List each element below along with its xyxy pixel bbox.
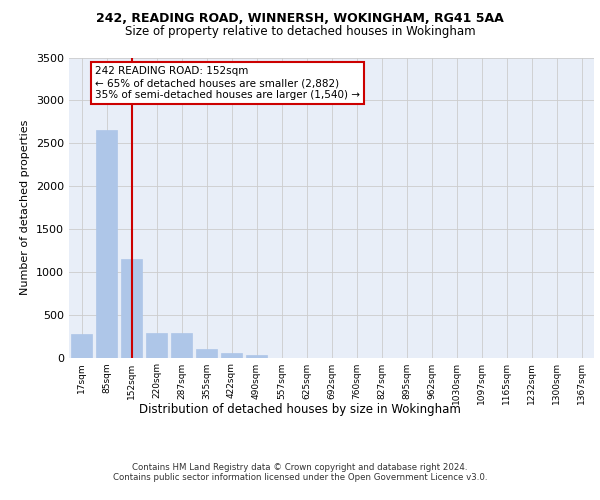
Bar [146, 333, 167, 357]
Text: Contains HM Land Registry data © Crown copyright and database right 2024.: Contains HM Land Registry data © Crown c… [132, 462, 468, 471]
Bar [71, 334, 92, 357]
Text: Distribution of detached houses by size in Wokingham: Distribution of detached houses by size … [139, 402, 461, 415]
Bar [171, 333, 192, 357]
Bar [246, 354, 267, 358]
Bar [96, 130, 117, 358]
Bar [196, 349, 217, 358]
Bar [121, 259, 142, 358]
Y-axis label: Number of detached properties: Number of detached properties [20, 120, 31, 295]
Text: 242 READING ROAD: 152sqm
← 65% of detached houses are smaller (2,882)
35% of sem: 242 READING ROAD: 152sqm ← 65% of detach… [95, 66, 360, 100]
Bar [221, 353, 242, 358]
Text: 242, READING ROAD, WINNERSH, WOKINGHAM, RG41 5AA: 242, READING ROAD, WINNERSH, WOKINGHAM, … [96, 12, 504, 26]
Text: Size of property relative to detached houses in Wokingham: Size of property relative to detached ho… [125, 25, 475, 38]
Text: Contains public sector information licensed under the Open Government Licence v3: Contains public sector information licen… [113, 472, 487, 482]
